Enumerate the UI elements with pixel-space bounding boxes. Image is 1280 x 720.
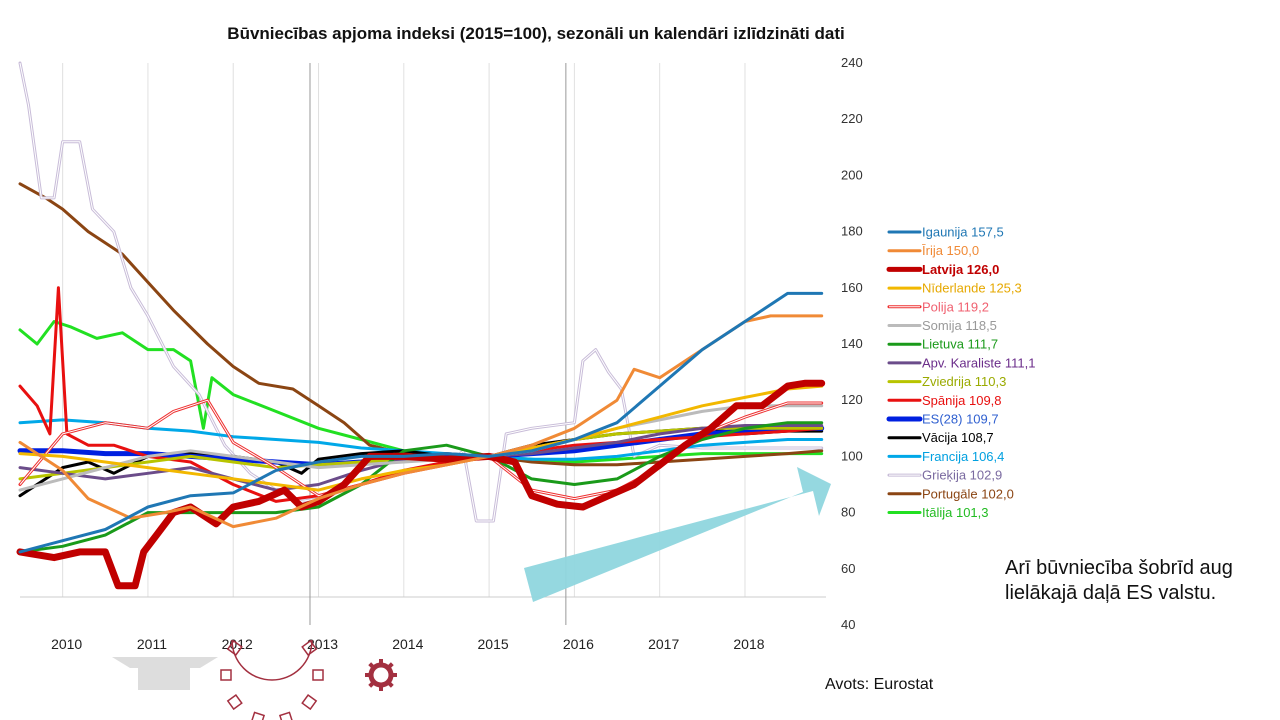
legend-item: Portugāle 102,0 [887, 486, 1014, 501]
y-tick-label: 160 [841, 280, 863, 295]
legend-item: Spānija 109,8 [887, 393, 1002, 408]
small-gear-tooth [386, 680, 394, 688]
trend-arrow [524, 467, 831, 602]
y-tick-label: 240 [841, 55, 863, 70]
series-group [16, 61, 826, 590]
series-line [18, 320, 824, 464]
chart-title: Būvniecības apjoma indeksi (2015=100), s… [227, 24, 844, 43]
y-tick-label: 60 [841, 561, 855, 576]
logo-gear-tooth [278, 711, 294, 720]
x-tick-label: 2014 [392, 636, 423, 652]
legend-item: Zviedrija 110,3 [887, 374, 1006, 389]
legend-label: Nīderlande 125,3 [922, 281, 1022, 296]
series-path [18, 320, 824, 464]
y-tick-label: 220 [841, 111, 863, 126]
series-path [16, 379, 826, 590]
legend-label: Portugāle 102,0 [922, 486, 1014, 501]
x-tick-label: 2010 [51, 636, 82, 652]
series-line [18, 291, 824, 554]
y-tick-label: 80 [841, 505, 855, 520]
series-path [18, 291, 824, 554]
legend-label: Polija 119,2 [922, 299, 989, 314]
legend-label: Vācija 108,7 [922, 430, 994, 445]
legend-label: ES(28) 109,7 [922, 412, 999, 427]
legend-item: Nīderlande 125,3 [887, 281, 1022, 296]
legend-label: Itālija 101,3 [922, 505, 989, 520]
legend-label: Spānija 109,8 [922, 393, 1002, 408]
y-axis: 40 60 80 100 120 140 160 180 200 220 240 [841, 55, 863, 632]
legend-item: Apv. Karaliste 111,1 [887, 355, 1035, 370]
legend-item: Igaunija 157,5 [887, 225, 1004, 240]
legend-label: Francija 106,4 [922, 449, 1004, 464]
legend-label: Latvija 126,0 [922, 262, 999, 277]
legend-item: Lietuva 111,7 [887, 337, 998, 352]
legend-item: Itālija 101,3 [887, 505, 989, 520]
logo-gear-tooth [226, 639, 243, 656]
y-tick-label: 100 [841, 448, 863, 463]
logo-bar [112, 657, 218, 668]
series-line [18, 404, 824, 492]
logo-gear-tooth [226, 694, 243, 711]
logo-gear-tooth [220, 669, 232, 681]
legend-item: ES(28) 109,7 [886, 412, 999, 427]
logo-gear-tooth [250, 711, 266, 720]
logo-gear-tooth [301, 694, 318, 711]
x-tick-label: 2018 [733, 636, 764, 652]
y-tick-label: 200 [841, 167, 863, 182]
small-gear-tooth [368, 680, 376, 688]
legend-label: Lietuva 111,7 [922, 337, 998, 352]
legend-item: Latvija 126,0 [886, 262, 999, 277]
legend-label: Zviedrija 110,3 [922, 374, 1006, 389]
y-tick-label: 140 [841, 336, 863, 351]
legend-item: Somija 118,5 [887, 318, 997, 333]
x-axis: 2010 2011 2012 2013 2014 2015 2016 2017 2018 [51, 636, 765, 652]
legend-label: Īrija 150,0 [922, 243, 979, 258]
x-tick-label: 2017 [648, 636, 679, 652]
series-path [18, 182, 824, 467]
legend-label: Igaunija 157,5 [922, 225, 1004, 240]
source-note: Avots: Eurostat [825, 676, 933, 694]
legend-item: Īrija 150,0 [887, 243, 979, 258]
series-path [18, 314, 824, 529]
legend-label: Grieķija 102,9 [922, 468, 1002, 483]
legend-item: Vācija 108,7 [887, 430, 994, 445]
small-gear-tooth [368, 662, 376, 670]
y-tick-label: 180 [841, 224, 863, 239]
x-tick-label: 2016 [563, 636, 594, 652]
logo-gear [112, 639, 397, 720]
legend-item: Polija 119,2 [887, 299, 989, 314]
series-path [18, 404, 824, 492]
logo-gear-outline [231, 639, 313, 681]
legend: Igaunija 157,5 Īrija 150,0 Latvija 126,0 Nī… [886, 225, 1035, 520]
small-gear-icon [368, 662, 394, 688]
small-gear-tooth [386, 662, 394, 670]
reference-lines [309, 63, 567, 625]
legend-label: Somija 118,5 [922, 318, 997, 333]
series-line [16, 379, 826, 590]
legend-item: Grieķija 102,9 [887, 468, 1002, 483]
gridlines [20, 63, 826, 598]
source-label: Avots: [825, 676, 870, 693]
legend-label: Apv. Karaliste 111,1 [922, 355, 1035, 370]
logo-gear-tooth [312, 669, 324, 681]
x-tick-label: 2015 [478, 636, 509, 652]
logo-gear-tooth [301, 639, 318, 656]
series-line [18, 182, 824, 467]
source-value: Eurostat [873, 676, 934, 693]
legend-item: Francija 106,4 [887, 449, 1004, 464]
y-tick-label: 40 [841, 617, 855, 632]
callout-text: Arī būvniecība šobrīd aug lielākajā daļā… [1005, 557, 1233, 604]
trend-arrow-shape [524, 467, 831, 602]
x-tick-label: 2011 [137, 636, 167, 652]
series-line [18, 314, 824, 529]
y-tick-label: 120 [841, 392, 863, 407]
